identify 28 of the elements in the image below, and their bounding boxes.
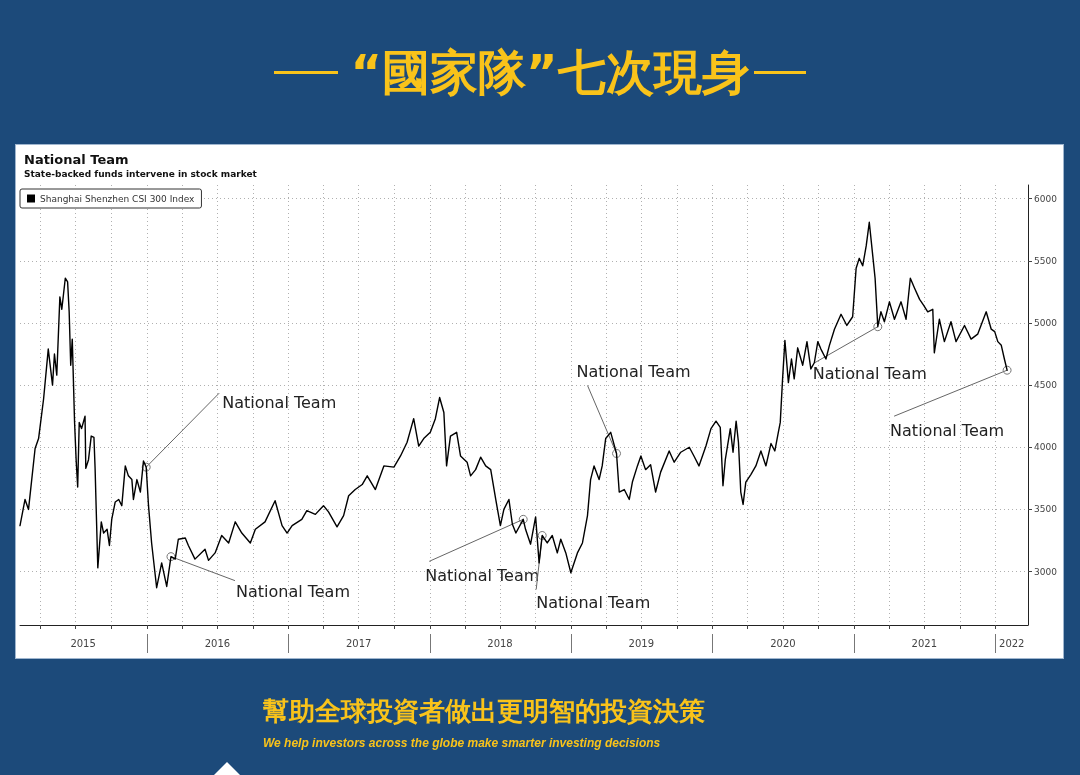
y-tick-label: 3500 [1034, 504, 1058, 515]
x-tick-label: 2022 [999, 637, 1025, 649]
annotation: National Team [425, 565, 540, 585]
annotation: National Team [812, 364, 927, 384]
y-tick-label: 4000 [1034, 442, 1058, 453]
y-tick-label: 4500 [1034, 380, 1058, 391]
y-tick-label: 3000 [1034, 566, 1058, 577]
x-tick-label: 2016 [204, 637, 231, 649]
annotation: National Team [576, 361, 691, 381]
text: 幫助全球投資者做出更明智的投資決策 [263, 695, 705, 728]
text: We help investors across the globe make smarter investing decisions [263, 735, 661, 751]
x-tick-label: 2018 [487, 637, 513, 649]
y-tick-label: 5000 [1034, 317, 1058, 328]
chart-title: National Team [24, 152, 129, 167]
x-tick-label: 2015 [70, 637, 96, 649]
text: “國家隊”七次現身 [350, 43, 750, 102]
x-tick-label: 2020 [770, 637, 796, 649]
x-tick-label: 2017 [345, 637, 372, 649]
annotation: National Team [222, 392, 337, 412]
legend-label: Shanghai Shenzhen CSI 300 Index [40, 193, 196, 204]
annotation: National Team [235, 582, 351, 602]
annotation: National Team [890, 420, 1005, 440]
x-tick-label: 2019 [628, 637, 655, 649]
y-tick-label: 6000 [1034, 193, 1058, 204]
chart-subtitle: State-backed funds intervene in stock market [24, 168, 258, 179]
annotation: National Team [536, 593, 651, 613]
x-tick-label: 2021 [911, 637, 937, 649]
y-tick-label: 5500 [1034, 255, 1058, 266]
